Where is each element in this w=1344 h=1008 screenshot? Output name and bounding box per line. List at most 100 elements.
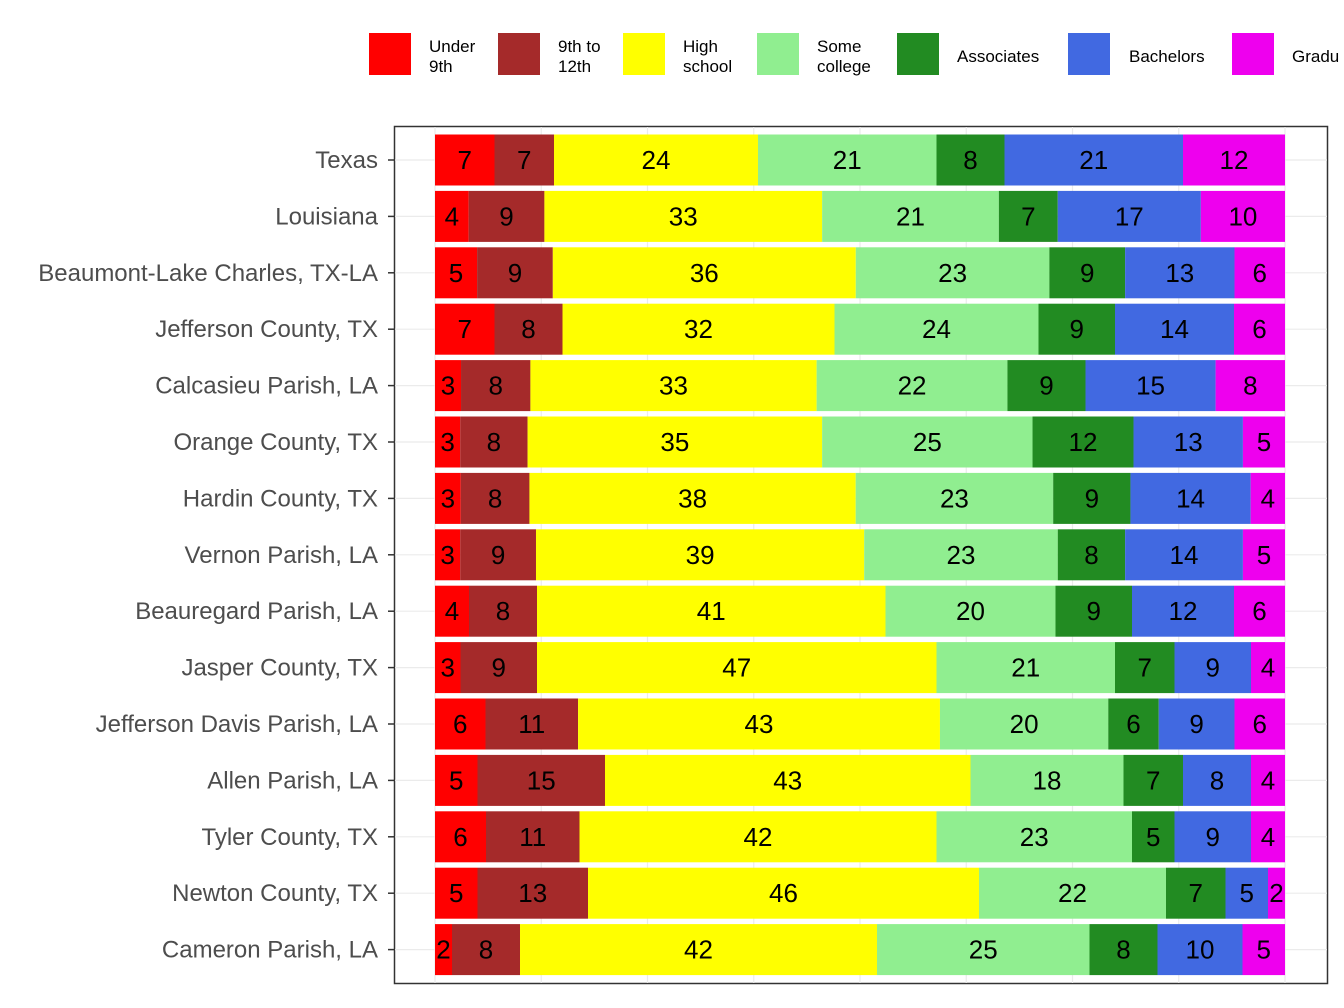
y-tick-label: Vernon Parish, LA: [185, 542, 378, 569]
data-label: 9: [1085, 483, 1099, 513]
bar-segment-9th-to-12th: [485, 698, 579, 750]
bars: [435, 134, 1285, 976]
data-label: 8: [521, 314, 535, 344]
data-label: 7: [1146, 765, 1160, 795]
bar-segment-high-school: [552, 247, 856, 299]
data-label: 18: [1033, 765, 1062, 795]
data-label: 4: [1261, 653, 1275, 683]
data-label: 6: [453, 709, 467, 739]
bar-segment-under-9th: [435, 190, 469, 242]
y-tick-label: Jefferson Davis Parish, LA: [96, 711, 378, 738]
bar-segment-bachelors: [1183, 754, 1251, 806]
bar-segment-under-9th: [435, 247, 478, 299]
legend-label: High school: [683, 37, 732, 76]
bar-segment-high-school: [530, 360, 817, 412]
bar-segment-associates: [1123, 754, 1183, 806]
bar-segment-9th-to-12th: [494, 303, 563, 355]
bar-segment-some-college: [822, 416, 1033, 468]
data-label: 5: [449, 878, 463, 908]
y-tick-label: Cameron Parish, LA: [162, 937, 378, 964]
data-label: 22: [898, 371, 927, 401]
bar-segment-bachelors: [1174, 811, 1251, 863]
data-label: 24: [642, 145, 671, 175]
data-label: 8: [1116, 935, 1130, 965]
data-label: 20: [1010, 709, 1039, 739]
bar-segment-graduate: [1234, 585, 1285, 637]
bar-segment-associates: [1055, 585, 1132, 637]
bar-segment-under-9th: [435, 924, 452, 976]
data-label: 7: [1021, 201, 1035, 231]
bar-segment-under-9th: [435, 811, 486, 863]
bar-segment-9th-to-12th: [468, 190, 545, 242]
data-label: 32: [684, 314, 713, 344]
legend-label: Under 9th: [429, 37, 476, 76]
data-label: 13: [1174, 427, 1203, 457]
data-label: 4: [445, 596, 459, 626]
bar-segment-associates: [1049, 247, 1126, 299]
bar-segment-high-school: [520, 924, 877, 976]
bar-segment-under-9th: [435, 642, 461, 694]
bar-segment-9th-to-12th: [477, 867, 588, 919]
y-tick-label: Calcasieu Parish, LA: [155, 373, 378, 400]
legend-key: [897, 33, 939, 75]
y-tick-label: Jefferson County, TX: [155, 316, 378, 343]
data-label: 11: [519, 822, 546, 852]
legend: Under 9th 9th to 12th High school Some college A…: [369, 33, 1339, 76]
bar-segment-associates: [1057, 529, 1126, 581]
bar-segment-some-college: [979, 867, 1166, 919]
bar-segment-9th-to-12th: [477, 754, 605, 806]
data-label: 22: [1058, 878, 1087, 908]
bar-segment-graduate: [1234, 247, 1285, 299]
data-label: 5: [449, 258, 463, 288]
data-label: 13: [1165, 258, 1194, 288]
bar-segment-high-school: [578, 698, 940, 750]
bar-segment-some-college: [936, 811, 1132, 863]
data-label: 6: [1126, 709, 1140, 739]
y-tick-label: Tyler County, TX: [201, 824, 378, 851]
data-label: 4: [1261, 765, 1275, 795]
data-label: 5: [1240, 878, 1254, 908]
data-label: 9: [1206, 822, 1220, 852]
data-label: 9: [1206, 653, 1220, 683]
data-label: 7: [458, 314, 472, 344]
data-label: 9: [1070, 314, 1084, 344]
data-label: 23: [938, 258, 967, 288]
bar-segment-graduate: [1234, 698, 1285, 750]
data-label: 42: [744, 822, 773, 852]
bar-segment-some-college: [816, 360, 1008, 412]
legend-key: [1232, 33, 1274, 75]
data-label: 9: [499, 201, 513, 231]
data-label: 5: [1257, 427, 1271, 457]
bar-segment-graduate: [1251, 642, 1285, 694]
bar-segment-graduate: [1242, 416, 1285, 468]
bar-segment-high-school: [588, 867, 979, 919]
bar-segment-high-school: [527, 416, 823, 468]
y-tick-label: Hardin County, TX: [183, 485, 378, 512]
data-label: 5: [449, 765, 463, 795]
bar-segment-high-school: [579, 811, 937, 863]
legend-item-high-school: High school: [623, 33, 732, 76]
data-label: 4: [445, 201, 459, 231]
bar-segment-some-college: [885, 585, 1056, 637]
data-label: 9: [1039, 371, 1053, 401]
bar-segment-graduate: [1200, 190, 1285, 242]
data-label: 25: [913, 427, 942, 457]
data-label: 2: [436, 935, 450, 965]
bar-segment-graduate: [1268, 867, 1285, 919]
data-label: 43: [773, 765, 802, 795]
data-label: 14: [1160, 314, 1189, 344]
data-label: 35: [660, 427, 689, 457]
data-label: 23: [947, 540, 976, 570]
data-label: 3: [440, 427, 454, 457]
data-label: 38: [678, 483, 707, 513]
bar-segment-bachelors: [1125, 529, 1243, 581]
bar-segment-graduate: [1183, 134, 1285, 186]
y-tick-label: Jasper County, TX: [181, 655, 378, 682]
data-label: 23: [1020, 822, 1049, 852]
bar-segment-high-school: [544, 190, 823, 242]
bar-segment-9th-to-12th: [469, 585, 537, 637]
bar-segment-some-college: [877, 924, 1090, 976]
bar-segment-some-college: [864, 529, 1058, 581]
bar-segment-9th-to-12th: [460, 529, 536, 581]
bar-segment-some-college: [936, 642, 1115, 694]
